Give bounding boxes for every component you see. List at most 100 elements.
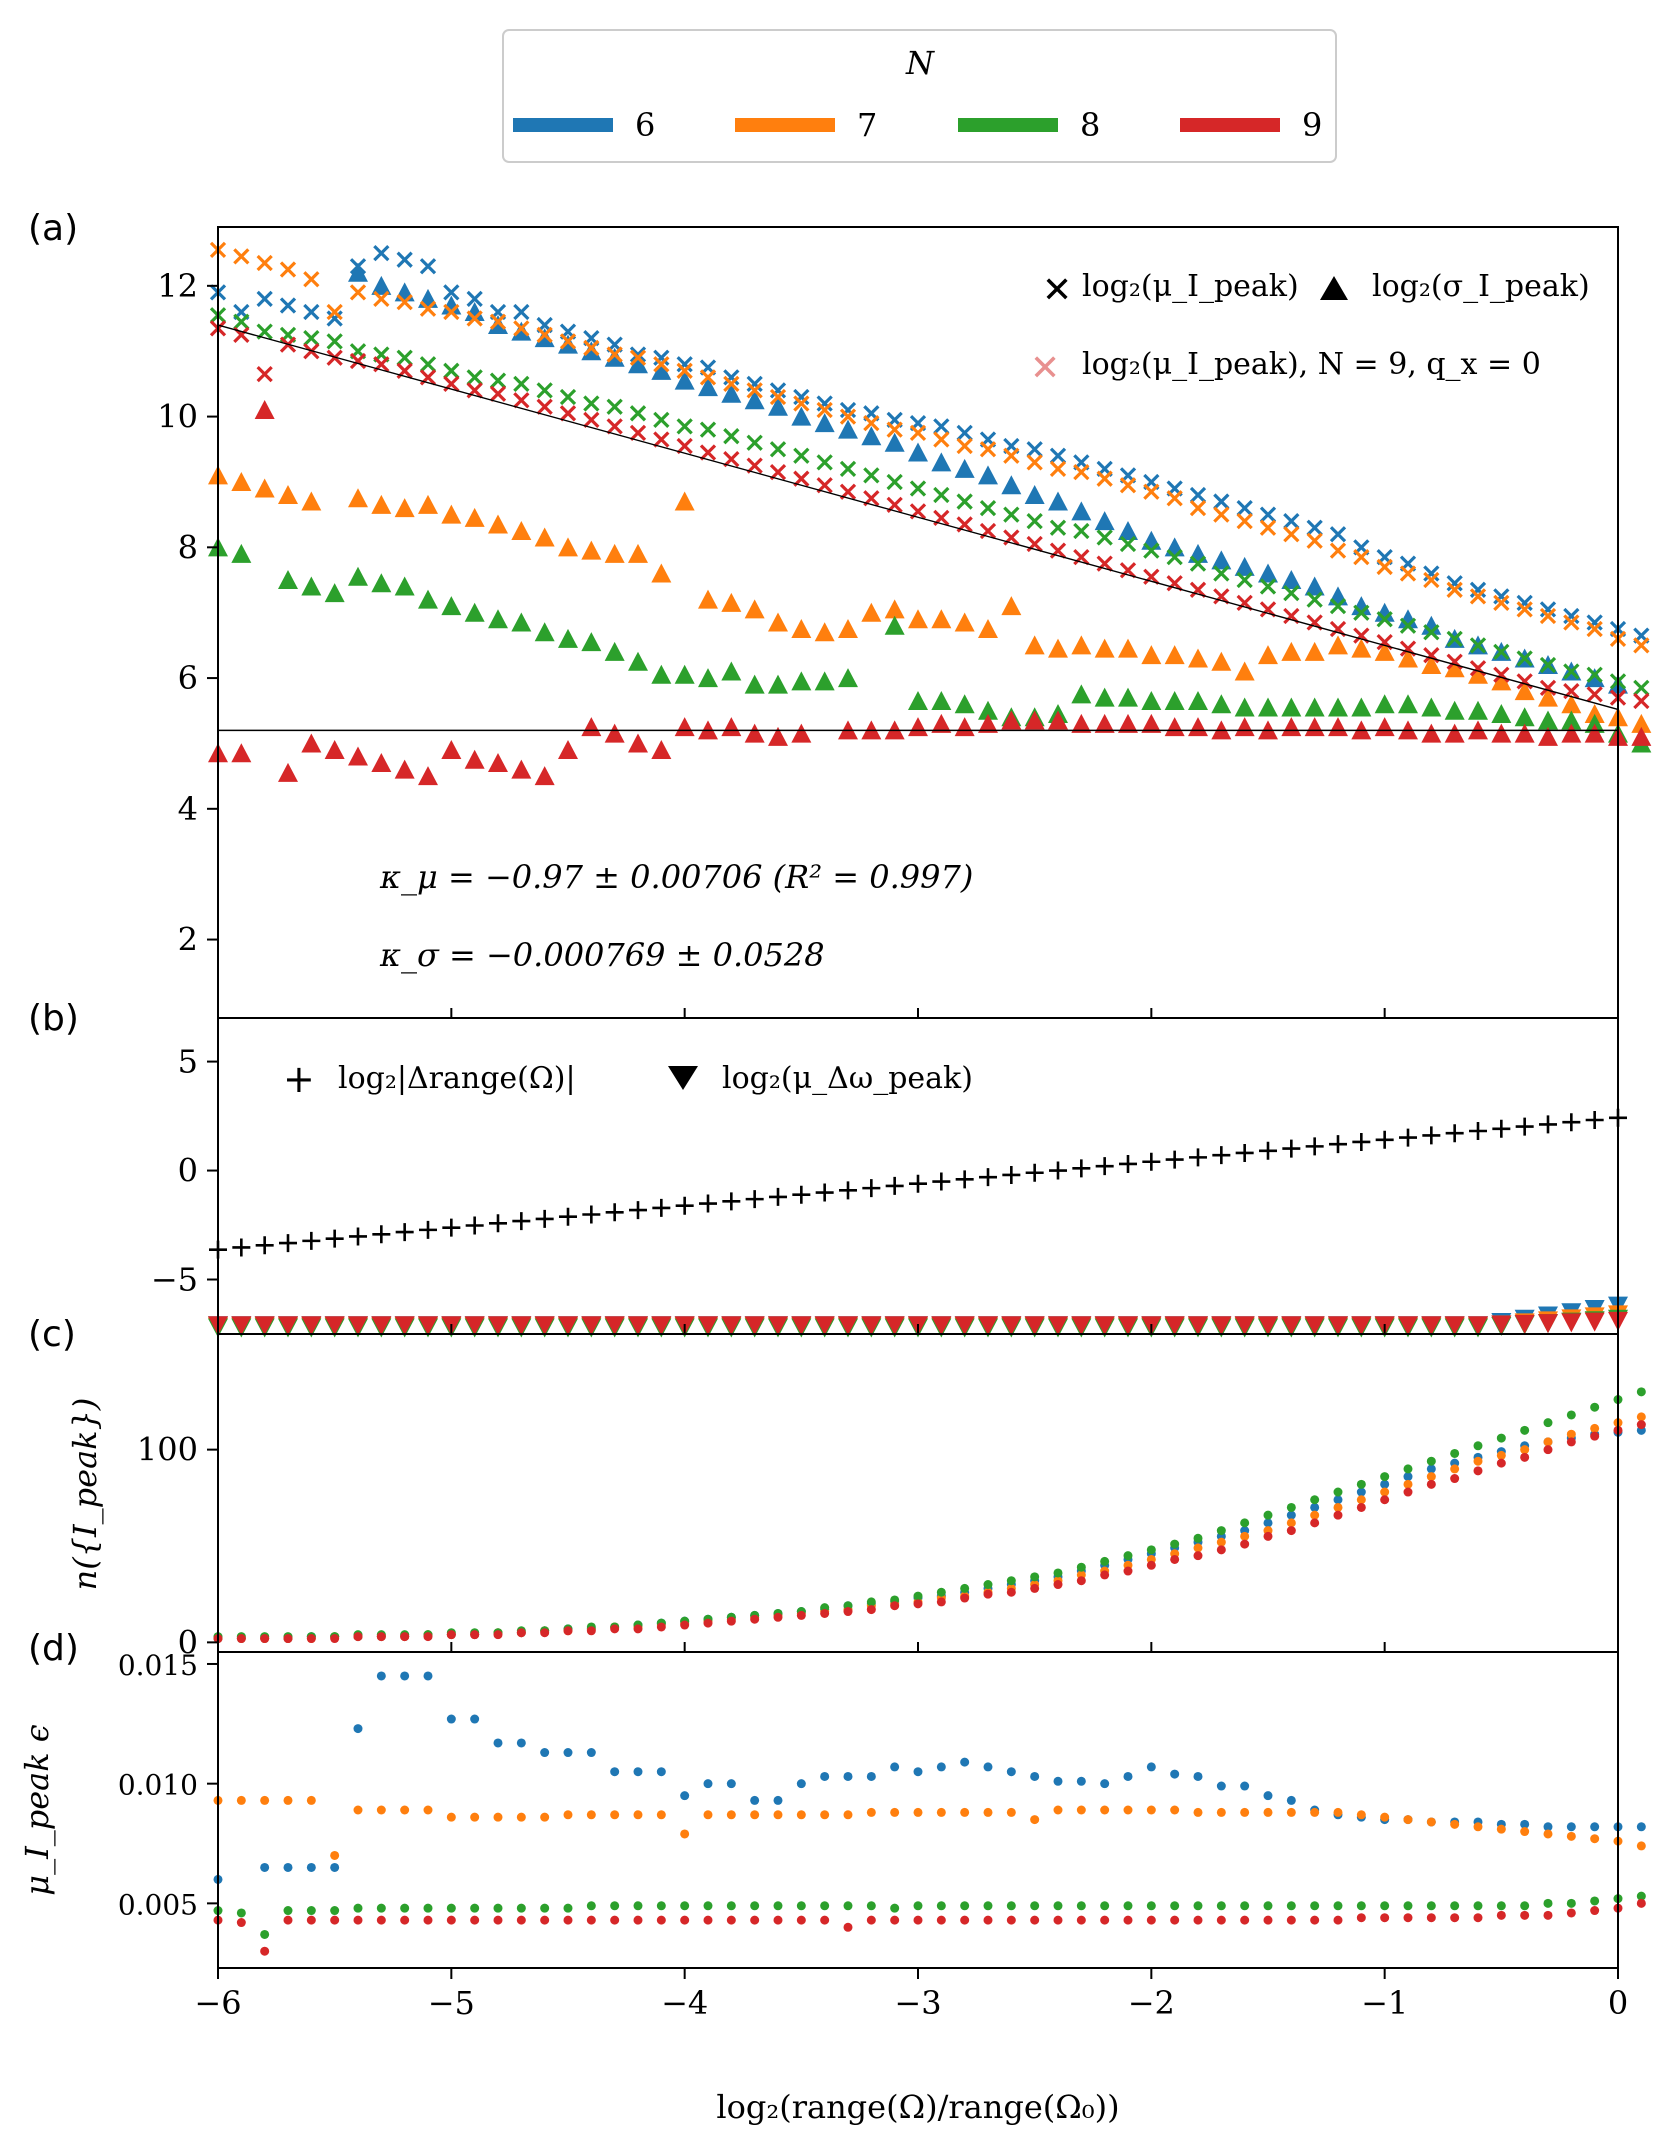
count-point-9 (1310, 1518, 1320, 1528)
count-point-8 (1543, 1418, 1553, 1428)
count-point-9 (353, 1632, 363, 1642)
eps-point-9 (1193, 1915, 1203, 1925)
range-point (512, 1212, 531, 1231)
count-point-9 (283, 1634, 293, 1644)
sigma-point-8 (884, 615, 905, 635)
sigma-point-7 (1164, 645, 1185, 665)
eps-point-6 (353, 1724, 363, 1734)
mu-point-6 (1236, 499, 1253, 517)
eps-point-6 (703, 1779, 713, 1789)
sigma-point-9 (1164, 717, 1185, 737)
sigma-point-7 (1468, 664, 1488, 684)
mu-point-9 (653, 431, 670, 448)
sigma-point-7 (861, 602, 882, 622)
range-point (1539, 1115, 1557, 1134)
eps-point-9 (820, 1915, 830, 1925)
eps-point-7 (1496, 1824, 1506, 1834)
legend-range-label: log₂|Δrange(Ω)| (338, 1061, 576, 1096)
count-point-8 (1123, 1551, 1133, 1561)
eps-point-7 (1100, 1805, 1110, 1815)
sigma-point-7 (1281, 641, 1302, 661)
eps-point-7 (563, 1810, 573, 1820)
eps-point-7 (236, 1795, 246, 1805)
range-point (372, 1225, 391, 1244)
count-point-7 (1543, 1437, 1553, 1447)
mu-point-9 (629, 424, 647, 442)
mu-point-9 (1189, 581, 1207, 598)
mu-point-7 (1166, 490, 1183, 507)
mu-point-7 (793, 395, 810, 412)
eps-point-7 (1193, 1807, 1203, 1817)
sigma-point-6 (1351, 596, 1372, 616)
eps-point-8 (516, 1903, 526, 1913)
mu-point-7 (1399, 565, 1417, 582)
legend-title: N (905, 44, 935, 82)
count-point-7 (1356, 1495, 1366, 1505)
eps-point-8 (260, 1929, 270, 1939)
sigma-point-8 (1071, 684, 1092, 704)
mu-point-8 (1633, 679, 1650, 697)
mu-point-7 (303, 271, 320, 288)
eps-point-6 (586, 1748, 596, 1758)
eps-point-6 (1193, 1771, 1203, 1781)
count-point-9 (1263, 1531, 1273, 1541)
sigma-point-8 (581, 632, 602, 652)
eps-point-7 (1566, 1831, 1576, 1841)
dw-point-9 (534, 1316, 555, 1336)
panel-letter-b: (b) (28, 998, 79, 1039)
range-point (792, 1185, 811, 1204)
legend-swatch-7 (735, 118, 835, 132)
mu-point-6 (1026, 441, 1043, 458)
sigma-point-6 (1304, 576, 1325, 596)
sigma-point-9 (908, 717, 928, 737)
sigma-point-7 (1211, 651, 1232, 671)
sigma-point-8 (1421, 697, 1442, 717)
eps-point-6 (843, 1771, 853, 1781)
eps-point-7 (1076, 1805, 1086, 1815)
range-point (442, 1218, 461, 1237)
y-tick-label: 0 (178, 1623, 198, 1661)
mu-point-6 (676, 356, 693, 373)
mu-point-8 (1493, 643, 1510, 661)
sigma-point-6 (1211, 550, 1232, 570)
eps-point-8 (1053, 1901, 1063, 1911)
eps-point-9 (656, 1915, 666, 1925)
sigma-point-7 (441, 504, 462, 524)
eps-point-7 (423, 1805, 433, 1815)
sigma-point-6 (908, 442, 928, 462)
dw-point-9 (744, 1316, 765, 1336)
eps-point-7 (1216, 1807, 1226, 1817)
count-point-9 (1100, 1570, 1110, 1580)
mu-point-9 (1213, 588, 1230, 605)
eps-point-9 (983, 1915, 993, 1925)
panel-a-yticks: 2 4 6 8 10 12 (157, 267, 218, 959)
eps-point-7 (1170, 1805, 1180, 1815)
legend-label-8: 8 (1080, 106, 1100, 144)
mu-point-8 (1376, 611, 1393, 628)
eps-point-7 (1263, 1807, 1273, 1817)
range-point (465, 1216, 484, 1235)
eps-point-7 (1286, 1807, 1296, 1817)
mu-point-7 (1446, 581, 1463, 598)
sigma-point-7 (278, 485, 298, 505)
eps-point-6 (633, 1767, 643, 1777)
sigma-point-7 (418, 494, 438, 514)
fit-line (217, 324, 1619, 711)
dw-point-9 (1048, 1316, 1068, 1336)
range-point (582, 1205, 601, 1224)
mu-point-7 (1073, 464, 1090, 481)
eps-point-6 (1100, 1779, 1110, 1789)
legend-sigma-label: log₂(σ_I_peak) (1372, 269, 1590, 304)
count-point-7 (1380, 1487, 1390, 1497)
count-point-9 (400, 1632, 410, 1642)
range-point (1305, 1137, 1324, 1156)
panel-letter-d: (d) (28, 1628, 79, 1669)
mu-point-7 (863, 414, 880, 432)
eps-point-6 (260, 1862, 270, 1872)
sigma-point-7 (604, 543, 625, 563)
eps-point-9 (1380, 1913, 1390, 1923)
down-triangle-marker-icon (668, 1066, 698, 1090)
eps-point-8 (400, 1903, 410, 1913)
mu-point-8 (303, 330, 320, 347)
count-point-9 (1566, 1437, 1576, 1447)
